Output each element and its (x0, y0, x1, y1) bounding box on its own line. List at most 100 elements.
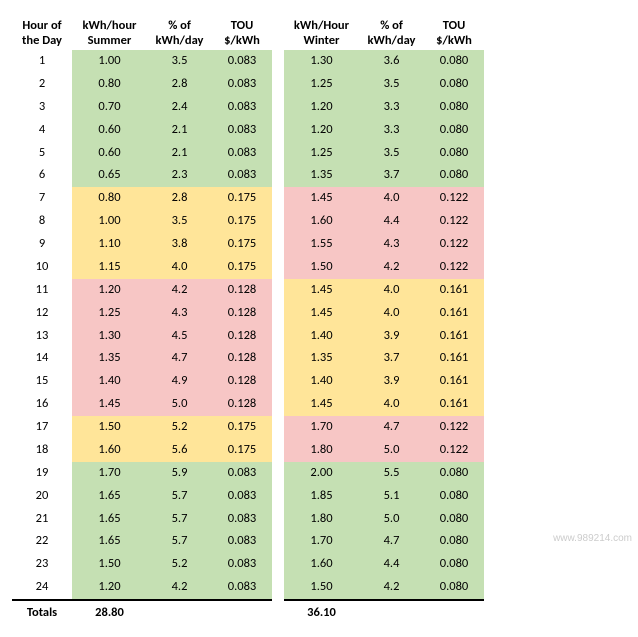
cell-gap (272, 416, 284, 439)
table-row: 191.705.90.0832.005.50.080 (12, 462, 484, 485)
cell-winter-kwh: 1.85 (284, 485, 359, 508)
cell-winter-pct: 4.0 (359, 393, 424, 416)
cell-winter-kwh: 1.45 (284, 393, 359, 416)
cell-summer-tou: 0.175 (212, 187, 272, 210)
cell-summer-kwh: 1.70 (72, 462, 147, 485)
cell-summer-tou: 0.083 (212, 96, 272, 119)
cell-summer-tou: 0.083 (212, 485, 272, 508)
cell-hour: 12 (12, 302, 72, 325)
cell-hour: 6 (12, 164, 72, 187)
cell-hour: 21 (12, 508, 72, 531)
cell-gap (272, 393, 284, 416)
header-gap (272, 12, 284, 50)
cell-winter-kwh: 1.35 (284, 347, 359, 370)
header-pct-s: % ofkWh/day (147, 12, 212, 50)
cell-summer-pct: 2.8 (147, 187, 212, 210)
cell-summer-kwh: 1.20 (72, 576, 147, 600)
cell-summer-kwh: 1.50 (72, 416, 147, 439)
cell-gap (272, 164, 284, 187)
cell-winter-pct: 3.7 (359, 347, 424, 370)
cell-summer-kwh: 0.80 (72, 73, 147, 96)
cell-summer-kwh: 1.50 (72, 553, 147, 576)
totals-blank (147, 600, 212, 625)
cell-winter-kwh: 1.50 (284, 576, 359, 600)
cell-hour: 13 (12, 325, 72, 348)
cell-winter-tou: 0.161 (424, 279, 484, 302)
cell-summer-tou: 0.128 (212, 393, 272, 416)
cell-winter-kwh: 1.55 (284, 233, 359, 256)
cell-summer-kwh: 0.70 (72, 96, 147, 119)
cell-winter-tou: 0.122 (424, 256, 484, 279)
cell-gap (272, 302, 284, 325)
cell-winter-pct: 3.9 (359, 370, 424, 393)
table-row: 101.154.00.1751.504.20.122 (12, 256, 484, 279)
totals-blank (212, 600, 272, 625)
cell-summer-pct: 5.9 (147, 462, 212, 485)
cell-summer-kwh: 1.60 (72, 439, 147, 462)
cell-winter-pct: 5.1 (359, 485, 424, 508)
table-row: 201.655.70.0831.855.10.080 (12, 485, 484, 508)
cell-winter-tou: 0.080 (424, 73, 484, 96)
cell-winter-kwh: 1.25 (284, 73, 359, 96)
cell-summer-pct: 5.0 (147, 393, 212, 416)
cell-gap (272, 439, 284, 462)
cell-summer-pct: 3.5 (147, 50, 212, 73)
cell-hour: 14 (12, 347, 72, 370)
cell-summer-kwh: 1.65 (72, 508, 147, 531)
cell-winter-kwh: 1.80 (284, 439, 359, 462)
cell-summer-pct: 5.2 (147, 553, 212, 576)
cell-winter-pct: 3.5 (359, 73, 424, 96)
cell-summer-pct: 5.7 (147, 508, 212, 531)
table-row: 131.304.50.1281.403.90.161 (12, 325, 484, 348)
cell-winter-kwh: 1.20 (284, 96, 359, 119)
cell-winter-tou: 0.122 (424, 187, 484, 210)
cell-gap (272, 279, 284, 302)
cell-winter-kwh: 1.30 (284, 50, 359, 73)
cell-summer-pct: 2.1 (147, 142, 212, 165)
cell-summer-kwh: 1.65 (72, 485, 147, 508)
cell-hour: 5 (12, 142, 72, 165)
cell-hour: 19 (12, 462, 72, 485)
totals-row: Totals28.8036.10 (12, 600, 484, 625)
cell-gap (272, 576, 284, 600)
cell-winter-pct: 4.0 (359, 302, 424, 325)
cell-hour: 1 (12, 50, 72, 73)
cell-gap (272, 50, 284, 73)
cell-summer-tou: 0.083 (212, 142, 272, 165)
cell-gap (272, 256, 284, 279)
cell-summer-pct: 4.2 (147, 576, 212, 600)
cell-summer-tou: 0.083 (212, 164, 272, 187)
cell-summer-pct: 3.5 (147, 210, 212, 233)
cell-hour: 7 (12, 187, 72, 210)
cell-winter-tou: 0.080 (424, 119, 484, 142)
cell-hour: 17 (12, 416, 72, 439)
table-row: 81.003.50.1751.604.40.122 (12, 210, 484, 233)
table-row: 141.354.70.1281.353.70.161 (12, 347, 484, 370)
cell-winter-kwh: 1.60 (284, 553, 359, 576)
cell-winter-tou: 0.161 (424, 325, 484, 348)
cell-gap (272, 187, 284, 210)
cell-winter-pct: 3.7 (359, 164, 424, 187)
cell-gap (272, 325, 284, 348)
cell-gap (272, 210, 284, 233)
header-summer: kWh/hourSummer (72, 12, 147, 50)
cell-winter-kwh: 1.35 (284, 164, 359, 187)
cell-winter-tou: 0.122 (424, 439, 484, 462)
table-row: 171.505.20.1751.704.70.122 (12, 416, 484, 439)
cell-winter-pct: 5.0 (359, 508, 424, 531)
cell-summer-tou: 0.083 (212, 119, 272, 142)
cell-summer-tou: 0.083 (212, 462, 272, 485)
cell-hour: 9 (12, 233, 72, 256)
cell-summer-pct: 2.1 (147, 119, 212, 142)
cell-winter-kwh: 1.45 (284, 187, 359, 210)
header-tou-w: TOU$/kWh (424, 12, 484, 50)
cell-hour: 20 (12, 485, 72, 508)
cell-summer-pct: 4.3 (147, 302, 212, 325)
cell-winter-pct: 4.2 (359, 256, 424, 279)
cell-winter-pct: 5.5 (359, 462, 424, 485)
table-row: 70.802.80.1751.454.00.122 (12, 187, 484, 210)
table-row: 50.602.10.0831.253.50.080 (12, 142, 484, 165)
cell-summer-kwh: 0.80 (72, 187, 147, 210)
cell-hour: 2 (12, 73, 72, 96)
cell-gap (272, 485, 284, 508)
